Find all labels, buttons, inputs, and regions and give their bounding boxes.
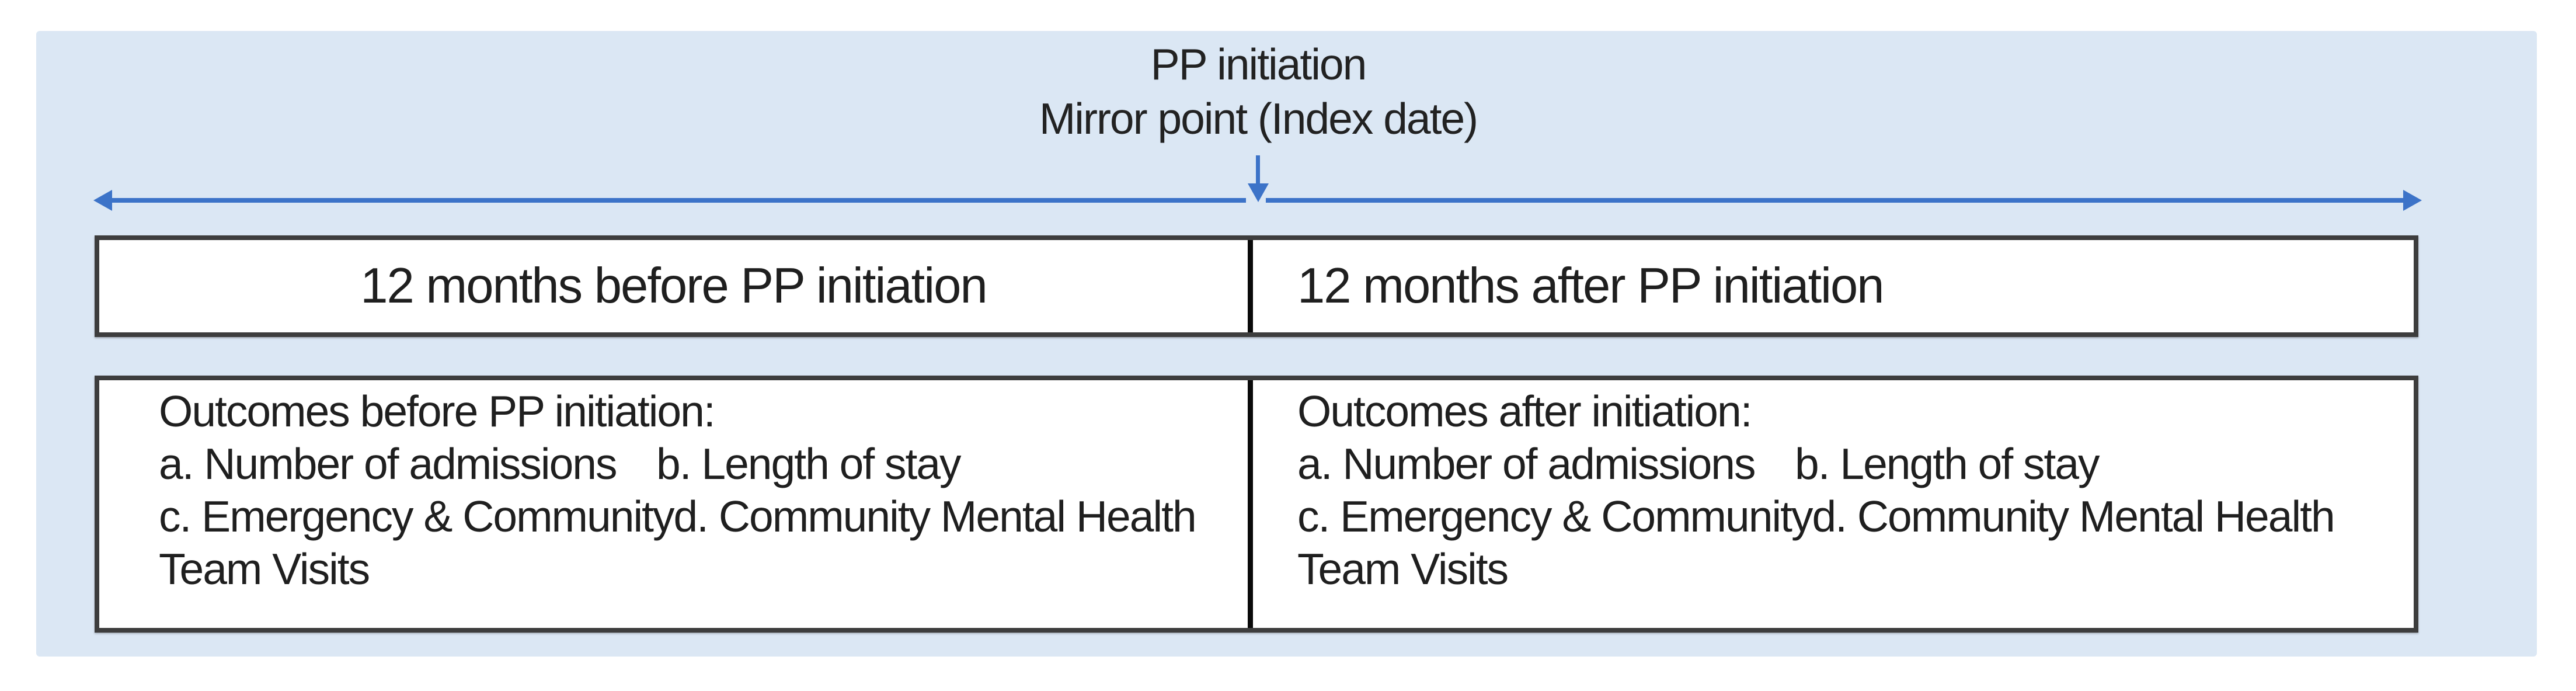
period-after-cell: 12 months after PP initiation [1253,240,2414,332]
timeline-arrowhead-right-icon [2403,190,2422,211]
down-arrow-icon [1248,183,1269,202]
outcomes-after-heading: Outcomes after initiation: [1297,387,1753,436]
outcomes-after-wrap-line: Team Visits [1297,544,1509,593]
outcomes-after-cell: Outcomes after initiation: a. Number of … [1253,380,2414,628]
outcomes-before-items-cd: c. Emergency & Community d. Community Me… [159,490,1236,543]
period-before-cell: 12 months before PP initiation [99,240,1253,332]
title-line-mirror-point: Mirror point (Index date) [1039,94,1478,143]
outcome-item-a: a. Number of admissions [159,439,618,488]
outcome-item-d: d. Community Mental Health [1812,492,2335,541]
period-before-label: 12 months before PP initiation [360,258,987,314]
down-arrow-stem [1256,155,1260,186]
mirror-point-title: PP initiation Mirror point (Index date) [674,37,1842,146]
outcome-item-b: b. Length of stay [656,439,962,488]
outcome-item-d: d. Community Mental Health [673,492,1196,541]
outcomes-before-heading: Outcomes before PP initiation: [159,387,716,436]
outcomes-row: Outcomes before PP initiation: a. Number… [95,376,2418,633]
outcomes-after-items-cd: c. Emergency & Community d. Community Me… [1297,490,2402,543]
outcomes-before-cell: Outcomes before PP initiation: a. Number… [99,380,1253,628]
outcomes-before-wrap-line: Team Visits [159,544,370,593]
outcome-item-c: c. Emergency & Community [1297,492,1813,541]
outcome-item-c: c. Emergency & Community [159,492,674,541]
outcomes-before-items-ab: a. Number of admissions b. Length of sta… [159,437,1236,490]
outcomes-after-items-ab: a. Number of admissions b. Length of sta… [1297,437,2402,490]
outcome-item-b: b. Length of stay [1795,439,2100,488]
period-after-label: 12 months after PP initiation [1297,258,1885,314]
timeline-line-before [111,198,1246,203]
period-row: 12 months before PP initiation 12 months… [95,235,2418,337]
timeline-line-after [1266,198,2404,203]
timeline-arrowhead-left-icon [93,190,112,211]
title-line-pp-initiation: PP initiation [1150,40,1367,89]
outcome-item-a: a. Number of admissions [1297,439,1756,488]
